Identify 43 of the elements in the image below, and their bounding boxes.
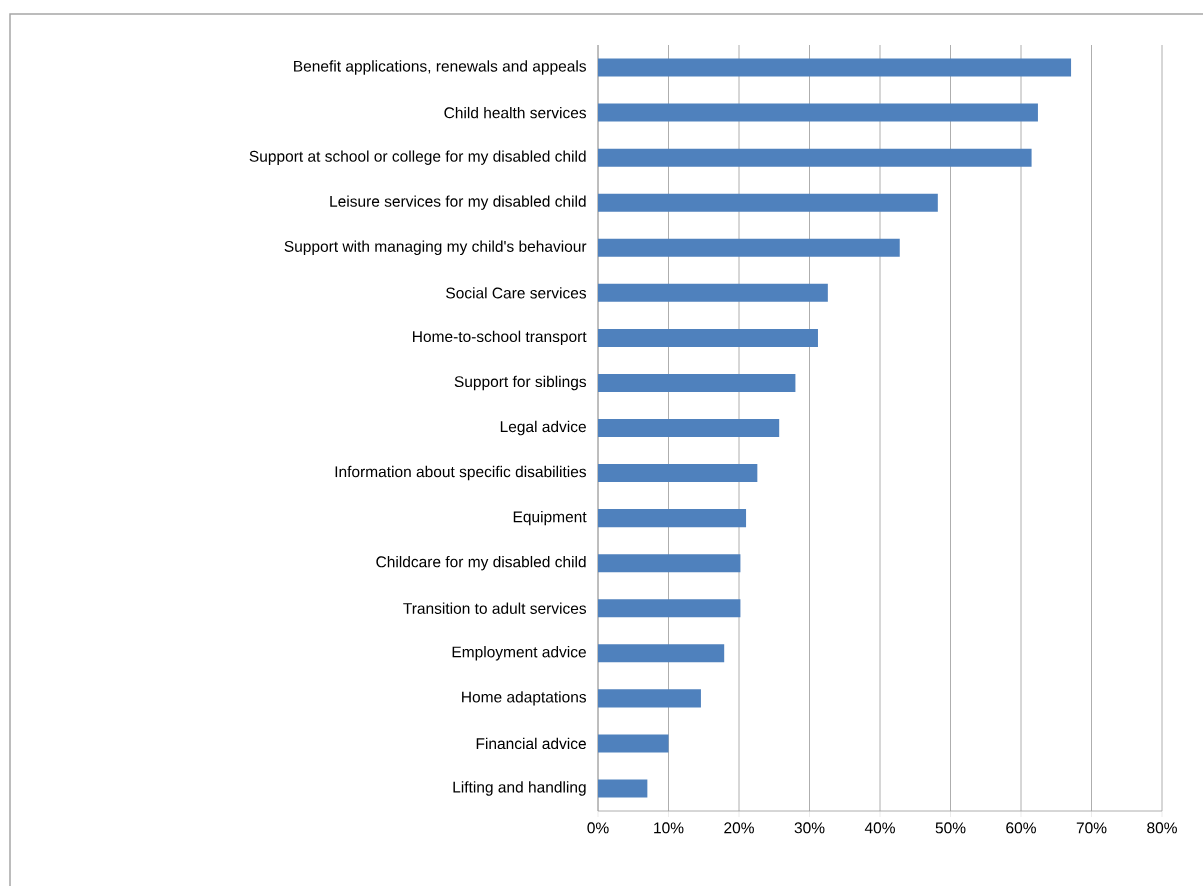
bar	[598, 148, 1032, 167]
y-tick-label: Lifting and handling	[453, 781, 586, 796]
bar	[598, 283, 828, 302]
bar	[598, 644, 725, 663]
y-tick-label: Support with managing my child's behaviour	[284, 240, 587, 255]
bar	[598, 689, 701, 708]
y-tick-label: Child health services	[444, 106, 587, 119]
bar	[598, 464, 758, 483]
y-tick-label: Home-to-school transport	[413, 330, 587, 346]
x-tick-label: 70%	[1076, 822, 1107, 834]
y-tick-label: Leisure services for my disabled child	[330, 195, 586, 210]
bar	[598, 373, 796, 392]
y-tick-label: Benefit applications, renewals and appeals	[294, 60, 587, 75]
y-tick-label: Support for siblings	[454, 375, 587, 391]
bar	[598, 193, 938, 212]
y-tick-label: Support at school or college for my disabled child	[249, 150, 586, 165]
bar	[598, 418, 780, 438]
bar	[598, 779, 648, 798]
x-tick-label: 50%	[935, 822, 966, 834]
bar	[598, 509, 747, 528]
bar	[598, 238, 900, 257]
y-tick-label: Employment advice	[452, 646, 586, 661]
y-tick-label: Transition to adult services	[403, 602, 587, 614]
y-tick-label: Home adaptations	[462, 691, 587, 706]
x-tick-label: 0%	[587, 822, 609, 834]
y-tick-label: Social Care services	[446, 287, 587, 299]
y-tick-label: Legal advice	[500, 420, 586, 436]
x-tick-label: 60%	[1006, 822, 1036, 834]
bar	[598, 734, 669, 753]
y-tick-label: Information about specific disabilities	[335, 465, 587, 481]
bar	[598, 599, 741, 618]
x-tick-label: 20%	[724, 822, 754, 834]
bar	[598, 103, 1038, 122]
y-tick-label: Childcare for my disabled child	[376, 555, 586, 571]
x-tick-label: 80%	[1147, 822, 1177, 834]
bar	[598, 328, 818, 347]
bar	[598, 58, 1072, 77]
x-tick-label: 30%	[794, 822, 825, 834]
bar	[598, 554, 741, 573]
x-tick-label: 10%	[654, 822, 684, 834]
y-tick-label: Financial advice	[476, 737, 586, 750]
x-tick-label: 40%	[864, 822, 895, 834]
y-tick-label: Equipment	[513, 510, 587, 526]
